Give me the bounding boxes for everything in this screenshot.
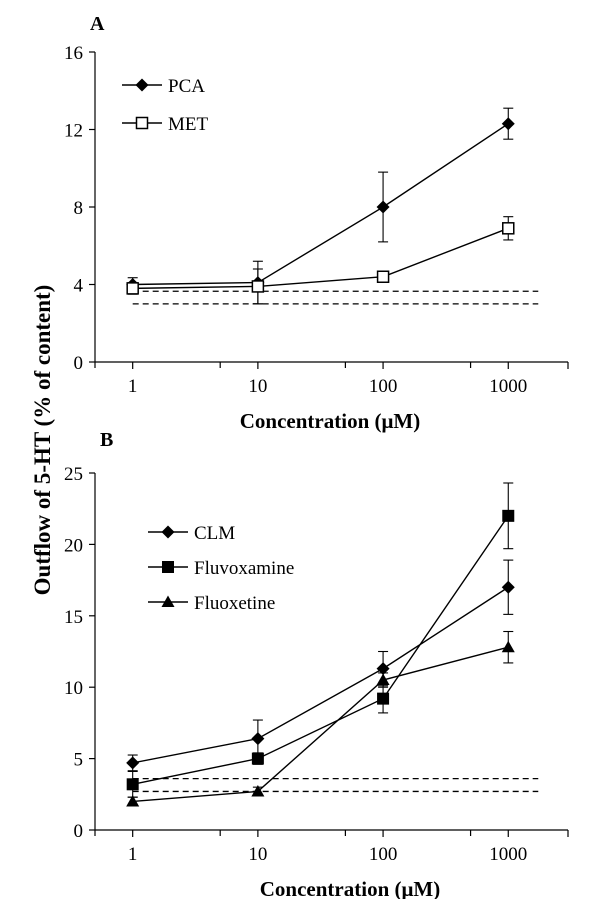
data-point (502, 222, 515, 235)
legend-marker (162, 561, 174, 573)
data-point (377, 692, 390, 705)
series-line (132, 646, 509, 803)
legend-marker (135, 116, 149, 130)
y-tick-label: 12 (64, 121, 83, 142)
y-tick-label: 5 (74, 750, 84, 771)
x-axis-title: Concentration (μM) (240, 409, 420, 433)
legend-label: PCA (168, 76, 205, 97)
x-axis-title: Concentration (μM) (260, 877, 440, 899)
legend-label: Fluoxetine (194, 593, 275, 614)
y-tick-label: 4 (74, 276, 84, 297)
data-point (501, 580, 515, 594)
data-point (376, 270, 390, 283)
data-point (126, 778, 139, 791)
data-point (251, 752, 264, 765)
chart-panel-b: B 0 5 10 15 20 25 1 10 100 1000 Concentration (μM) C… (64, 429, 569, 899)
x-tick-label: 10 (248, 844, 267, 865)
data-point (376, 673, 390, 686)
legend-entry: Fluvoxamine (148, 558, 294, 579)
x-tick-label: 1000 (489, 844, 527, 865)
data-point (251, 784, 265, 797)
y-tick-label: 0 (74, 821, 84, 842)
y-tick-label: 15 (64, 607, 83, 628)
series-fluvoxamine (126, 482, 515, 798)
x-tick-label: 10 (248, 376, 267, 397)
y-tick-label: 20 (64, 535, 83, 556)
series-line (132, 515, 509, 785)
series-met (126, 216, 515, 305)
y-tick-label: 10 (64, 678, 83, 699)
legend-marker (161, 525, 175, 539)
data-point (251, 732, 265, 746)
series-clm (126, 559, 515, 772)
chart-panel-a: A 0 4 8 12 16 1 10 100 1000 Concentration (μM) PCA M… (64, 13, 569, 433)
y-tick-label: 0 (74, 353, 84, 374)
series-line (132, 227, 509, 290)
legend-entry: MET (122, 114, 209, 135)
series-fluoxetine (126, 630, 515, 807)
x-tick-label: 1000 (489, 376, 527, 397)
legend-marker (161, 595, 175, 607)
legend-label: CLM (194, 523, 235, 544)
legend-label: Fluvoxamine (194, 558, 294, 579)
legend-entry: Fluoxetine (148, 593, 275, 614)
x-tick-label: 100 (369, 844, 398, 865)
x-tick-label: 1 (128, 844, 138, 865)
series-line (132, 123, 509, 286)
data-point (376, 200, 390, 214)
legend-label: MET (168, 114, 209, 135)
shared-y-axis-title: Outflow of 5-HT (% of content) (30, 285, 55, 596)
legend-marker (135, 78, 149, 92)
y-tick-label: 16 (64, 43, 83, 64)
data-point (251, 280, 265, 293)
panel-label: B (100, 429, 113, 451)
series-pca (126, 107, 515, 305)
panel-label: A (90, 13, 105, 35)
data-point (376, 662, 390, 676)
legend-entry: CLM (148, 523, 235, 544)
data-point (126, 282, 139, 295)
x-tick-label: 1 (128, 376, 138, 397)
legend-entry: PCA (122, 76, 205, 97)
data-point (502, 509, 515, 522)
series-line (132, 586, 509, 764)
x-tick-label: 100 (369, 376, 398, 397)
data-point (126, 794, 140, 807)
y-tick-label: 8 (74, 198, 84, 219)
data-point (126, 756, 140, 770)
data-point (501, 640, 515, 653)
data-point (501, 117, 515, 131)
y-tick-label: 25 (64, 464, 83, 485)
